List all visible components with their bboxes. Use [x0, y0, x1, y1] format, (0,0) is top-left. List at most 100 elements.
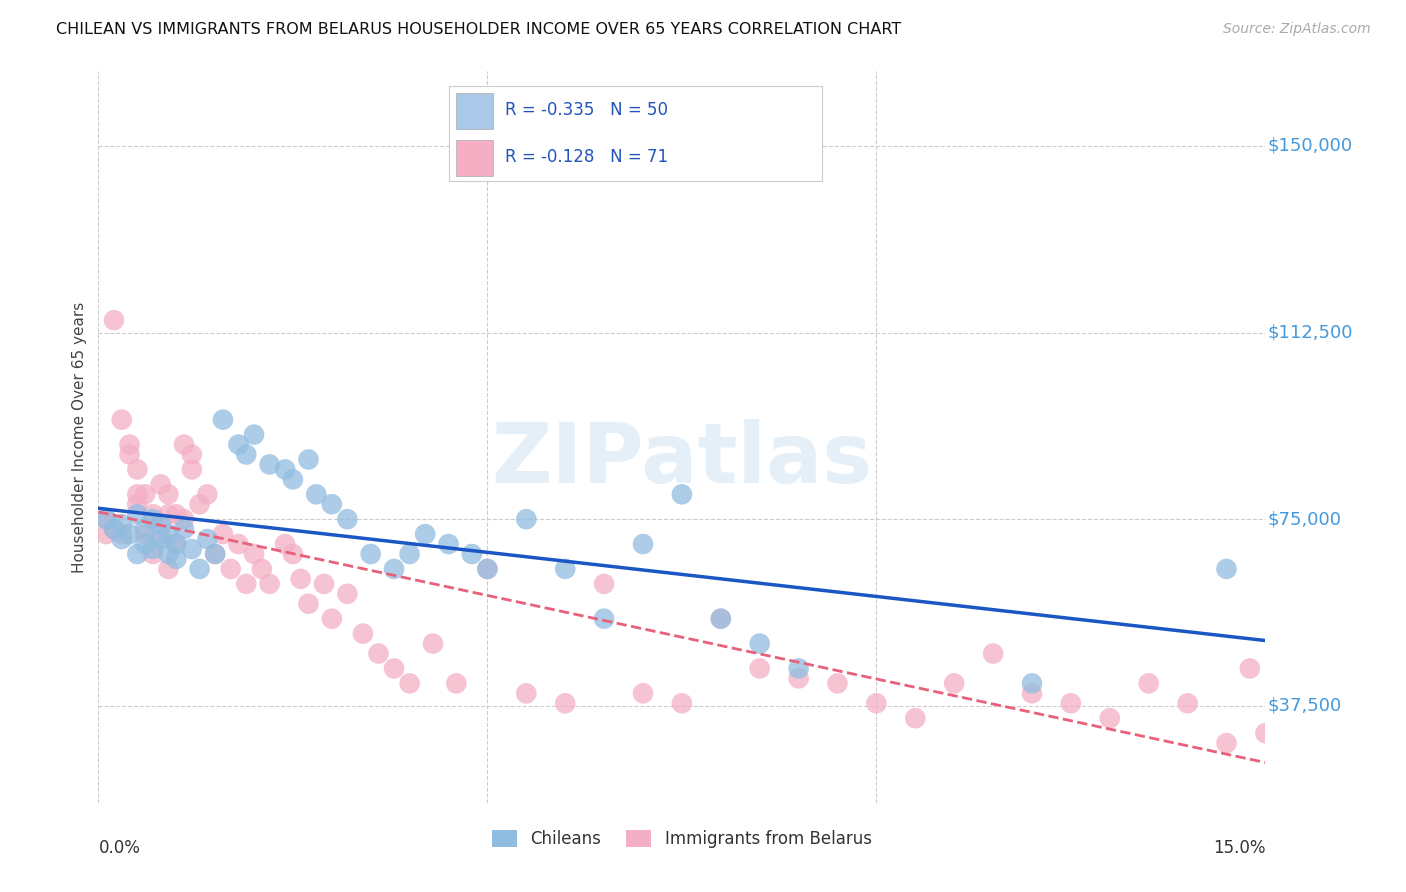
Point: [360, 547, 382, 561]
Point: [1177, 696, 1199, 710]
Point: [865, 696, 887, 710]
Point: [1021, 676, 1043, 690]
Point: [398, 547, 420, 561]
Text: $75,000: $75,000: [1268, 510, 1341, 528]
Point: [142, 542, 165, 557]
Point: [710, 612, 733, 626]
Point: [111, 517, 134, 532]
Point: [165, 507, 187, 521]
Point: [1098, 711, 1121, 725]
Point: [204, 547, 226, 561]
Point: [515, 512, 537, 526]
Point: [111, 412, 134, 426]
Point: [96, 527, 118, 541]
Text: Source: ZipAtlas.com: Source: ZipAtlas.com: [1223, 22, 1371, 37]
Point: [274, 537, 297, 551]
Point: [437, 537, 460, 551]
Point: [297, 597, 319, 611]
Point: [382, 661, 405, 675]
Point: [204, 547, 226, 561]
Point: [118, 527, 141, 541]
Point: [981, 647, 1004, 661]
Point: [297, 452, 319, 467]
Point: [157, 562, 180, 576]
Point: [188, 497, 211, 511]
Point: [336, 587, 359, 601]
Point: [228, 437, 250, 451]
Point: [422, 636, 444, 650]
Point: [631, 537, 654, 551]
Point: [103, 522, 125, 536]
Point: [149, 517, 172, 532]
Point: [671, 487, 693, 501]
Point: [219, 562, 242, 576]
Point: [180, 448, 202, 462]
Point: [212, 527, 235, 541]
Point: [554, 696, 576, 710]
Point: [180, 462, 202, 476]
Point: [195, 487, 218, 501]
Point: [787, 672, 810, 686]
Text: 0.0%: 0.0%: [98, 839, 141, 857]
Text: $37,500: $37,500: [1268, 697, 1341, 714]
Text: $150,000: $150,000: [1268, 137, 1353, 155]
Point: [243, 427, 266, 442]
Text: $112,500: $112,500: [1268, 324, 1353, 342]
Point: [127, 547, 149, 561]
Point: [446, 676, 468, 690]
Y-axis label: Householder Income Over 65 years: Householder Income Over 65 years: [72, 301, 87, 573]
Point: [134, 527, 156, 541]
Point: [212, 412, 235, 426]
Point: [127, 507, 149, 521]
Point: [290, 572, 312, 586]
Point: [127, 497, 149, 511]
Point: [149, 532, 172, 546]
Point: [96, 512, 118, 526]
Point: [149, 527, 172, 541]
Point: [281, 472, 304, 486]
Point: [1254, 726, 1277, 740]
Point: [157, 547, 180, 561]
Point: [127, 462, 149, 476]
Point: [103, 313, 125, 327]
Point: [477, 562, 499, 576]
Point: [142, 512, 165, 526]
Point: [149, 477, 172, 491]
Point: [1060, 696, 1083, 710]
Point: [103, 522, 125, 536]
Point: [748, 661, 770, 675]
Point: [243, 547, 266, 561]
Point: [165, 552, 187, 566]
Point: [631, 686, 654, 700]
Point: [142, 547, 165, 561]
Point: [367, 647, 389, 661]
Point: [157, 487, 180, 501]
Point: [461, 547, 484, 561]
Point: [710, 612, 733, 626]
Point: [235, 577, 257, 591]
Point: [477, 562, 499, 576]
Text: CHILEAN VS IMMIGRANTS FROM BELARUS HOUSEHOLDER INCOME OVER 65 YEARS CORRELATION : CHILEAN VS IMMIGRANTS FROM BELARUS HOUSE…: [56, 22, 901, 37]
Point: [188, 562, 211, 576]
Point: [274, 462, 297, 476]
Point: [157, 527, 180, 541]
Point: [142, 507, 165, 521]
Point: [671, 696, 693, 710]
Point: [111, 532, 134, 546]
Point: [515, 686, 537, 700]
Point: [382, 562, 405, 576]
Point: [118, 448, 141, 462]
Point: [321, 497, 343, 511]
Text: ZIPatlas: ZIPatlas: [492, 418, 872, 500]
Point: [96, 512, 118, 526]
Point: [398, 676, 420, 690]
Point: [593, 612, 616, 626]
Text: 15.0%: 15.0%: [1213, 839, 1265, 857]
Point: [173, 512, 195, 526]
Point: [312, 577, 335, 591]
Point: [250, 562, 273, 576]
Point: [228, 537, 250, 551]
Point: [134, 487, 156, 501]
Point: [259, 458, 281, 472]
Point: [827, 676, 849, 690]
